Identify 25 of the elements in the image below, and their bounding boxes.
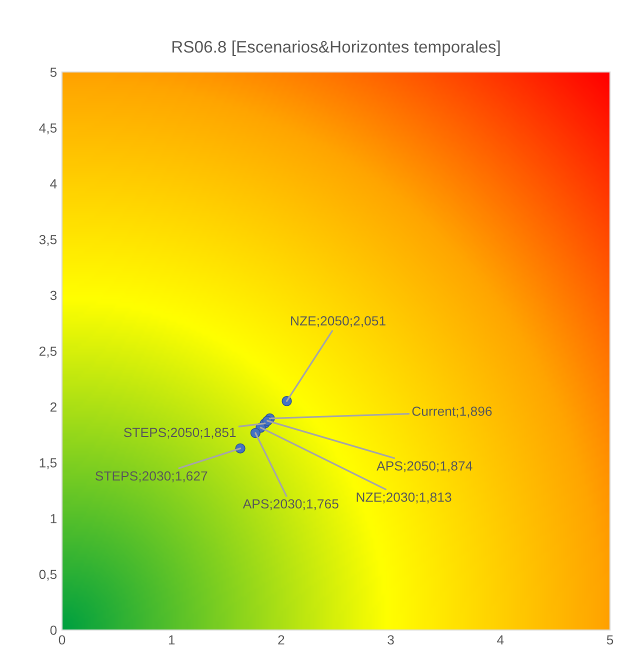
annotation: NZE;2030;1,813 [356, 492, 452, 504]
x-tick-label: 0 [58, 635, 66, 645]
chart-title: RS06.8 [Escenarios&Horizontes temporales] [172, 40, 500, 56]
annotation: NZE;2050;2,051 [291, 316, 386, 328]
y-tick-label: 0 [50, 626, 57, 635]
y-tick-label: 5 [50, 68, 57, 77]
x-tick-label: 5 [606, 635, 614, 645]
y-tick-label: 2 [50, 402, 56, 412]
annotation: APS;2030;1,765 [242, 499, 338, 510]
y-tick-label: 4 [50, 179, 57, 188]
y-tick-label: 3,5 [39, 234, 57, 246]
annotation: STEPS;2030;1,627 [95, 471, 208, 482]
x-tick-label: 2 [278, 635, 284, 644]
y-tick-label: 3 [50, 290, 57, 300]
y-tick-label: 2,5 [39, 346, 57, 358]
x-tick-label: 3 [388, 635, 394, 645]
annotation: Current;1,896 [412, 406, 492, 418]
x-tick-label: 4 [497, 635, 504, 644]
annotation: APS;2050;1,874 [376, 461, 472, 472]
y-tick-label: 4,5 [39, 124, 57, 134]
x-tick-label: 1 [168, 635, 175, 644]
y-tick-label: 1 [50, 514, 56, 524]
y-tick-label: 1,5 [40, 458, 57, 470]
annotation: STEPS;2050;1,851 [124, 428, 236, 439]
y-tick-label: 0,5 [39, 570, 57, 581]
